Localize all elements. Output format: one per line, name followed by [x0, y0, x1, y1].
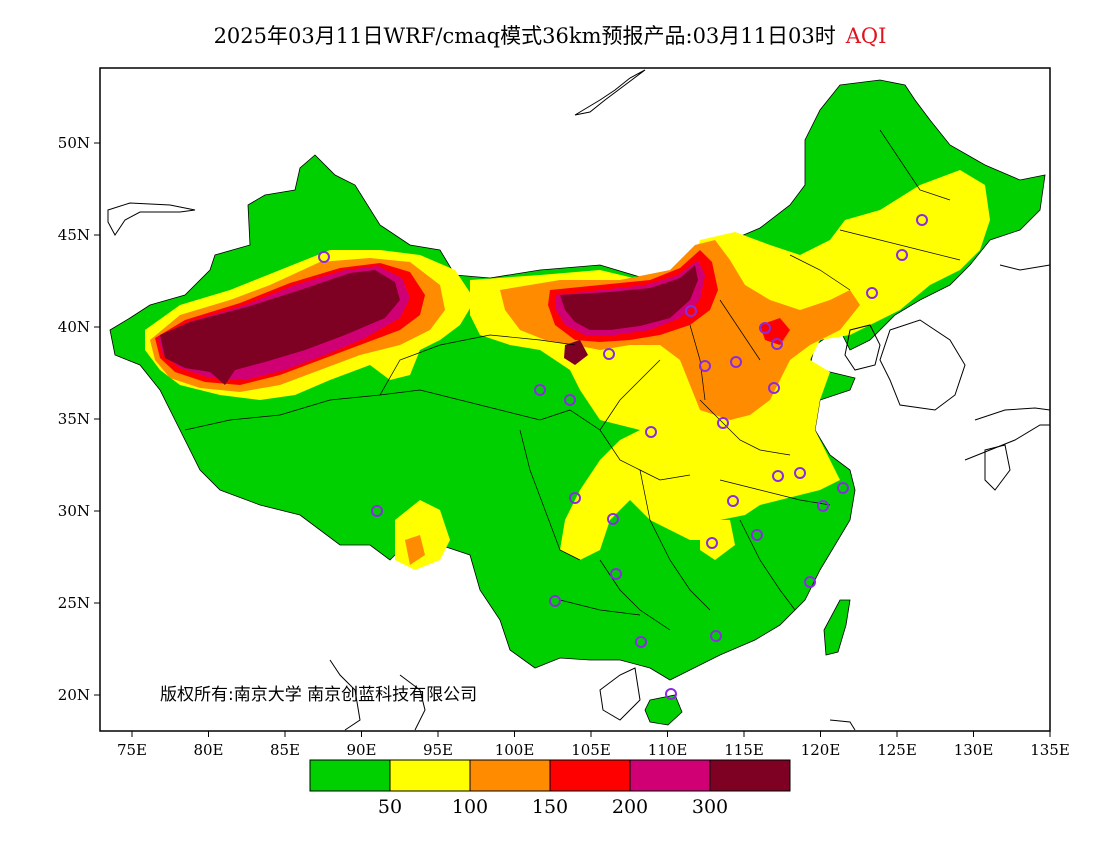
station-marker [717, 417, 729, 429]
region-taiwan [823, 599, 851, 656]
x-tick-label: 80E [193, 741, 223, 759]
map-title: 2025年03月11日WRF/cmaq模式36km预报产品:03月11日03时 A… [0, 20, 1100, 50]
region-orange-north [500, 240, 860, 420]
y-tick-label: 30N [58, 502, 90, 520]
station-marker [804, 576, 816, 588]
x-tick-label: 105E [571, 741, 611, 759]
colorbar-label: 150 [532, 796, 568, 818]
x-tick-label: 75E [117, 741, 147, 759]
station-marker [610, 568, 622, 580]
station-marker [727, 495, 739, 507]
colorbar-swatch [629, 759, 711, 792]
region-maroon-north [560, 265, 698, 330]
y-tick-label: 25N [58, 594, 90, 612]
neighbor-outlines [107, 69, 1051, 731]
x-tick-label: 85E [270, 741, 300, 759]
y-tick-label: 35N [58, 410, 90, 428]
station-marker [794, 467, 806, 479]
x-tick-label: 95E [423, 741, 453, 759]
colorbar-swatch [709, 759, 791, 792]
station-marker [837, 482, 849, 494]
x-tick-label: 125E [877, 741, 917, 759]
x-tick-label: 115E [724, 741, 764, 759]
region-red-beijing [760, 318, 790, 345]
colorbar-swatch [389, 759, 471, 792]
x-tick-label: 135E [1030, 741, 1070, 759]
station-marker [759, 322, 771, 334]
station-marker [569, 492, 581, 504]
station-marker [665, 688, 677, 700]
station-marker [706, 537, 718, 549]
colorbar-label: 200 [612, 796, 648, 818]
colorbar-swatch [469, 759, 551, 792]
station-marker [896, 249, 908, 261]
station-marker [866, 287, 878, 299]
station-marker [549, 595, 561, 607]
x-tick-label: 100E [495, 741, 535, 759]
station-marker [645, 426, 657, 438]
station-marker [603, 348, 615, 360]
copyright-text: 版权所有:南京大学 南京创蓝科技有限公司 [160, 685, 478, 705]
colorbar: 50 100 150 200 300 [309, 759, 791, 818]
station-marker [751, 529, 763, 541]
station-marker [607, 513, 619, 525]
title-variable: AQI [845, 24, 887, 48]
region-maroon-northwest [160, 270, 400, 385]
colorbar-swatch [549, 759, 631, 792]
station-marker [635, 636, 647, 648]
x-tick-label: 120E [801, 741, 841, 759]
station-marker [772, 470, 784, 482]
y-tick-label: 50N [58, 134, 90, 152]
station-marker [371, 505, 383, 517]
region-yellow-south [700, 520, 735, 560]
title-main: 2025年03月11日WRF/cmaq模式36km预报产品:03月11日03时 [213, 24, 836, 48]
station-marker [916, 214, 928, 226]
x-tick-label: 90E [346, 741, 376, 759]
y-axis: 20N 25N 30N 35N 40N 45N 50N [58, 134, 100, 704]
colorbar-swatch [309, 759, 391, 792]
x-tick-label: 110E [648, 741, 688, 759]
station-markers [318, 214, 928, 700]
colorbar-label: 300 [692, 796, 728, 818]
colorbar-label: 100 [452, 796, 488, 818]
station-marker [685, 305, 697, 317]
station-marker [710, 630, 722, 642]
y-tick-label: 45N [58, 226, 90, 244]
station-marker [534, 384, 546, 396]
station-marker [699, 360, 711, 372]
province-borders [184, 129, 961, 631]
colorbar-label: 50 [378, 796, 402, 818]
station-marker [564, 394, 576, 406]
x-tick-label: 130E [954, 741, 994, 759]
station-marker [768, 382, 780, 394]
station-marker [730, 356, 742, 368]
station-marker [318, 251, 330, 263]
station-marker [817, 500, 829, 512]
y-tick-label: 20N [58, 686, 90, 704]
station-marker [771, 338, 783, 350]
region-maroon-west-dot [564, 340, 588, 365]
region-orange-tibet [405, 535, 425, 565]
x-axis: 75E 80E 85E 90E 95E 100E 105E 110E 115E 120E 125E 1… [117, 731, 1070, 759]
y-tick-label: 40N [58, 318, 90, 336]
